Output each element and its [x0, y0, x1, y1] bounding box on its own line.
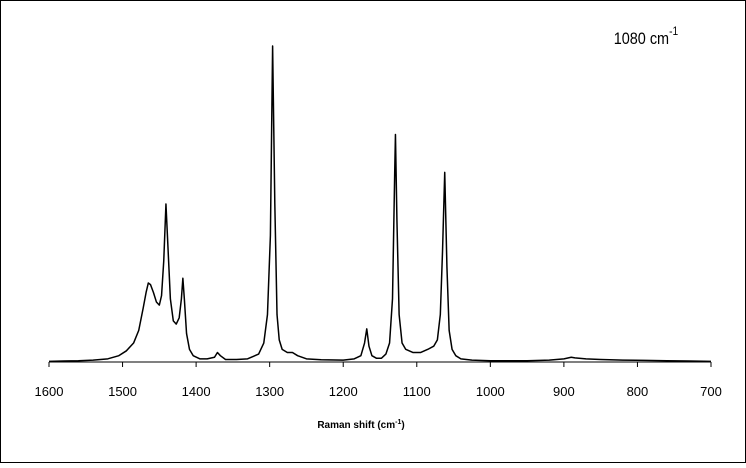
x-tick-label: 1300 — [255, 384, 284, 399]
x-tick-label: 1600 — [35, 384, 64, 399]
x-tick-label: 900 — [553, 384, 575, 399]
x-axis-label: Raman shift (cm-1) — [317, 419, 404, 431]
x-tick-label: 1200 — [329, 384, 358, 399]
x-tick-label: 700 — [700, 384, 722, 399]
x-tick-label: 800 — [627, 384, 649, 399]
x-tick-label: 1400 — [182, 384, 211, 399]
x-label-sup: -1 — [395, 419, 401, 426]
annotation-sup: -1 — [669, 25, 678, 38]
x-tick-label: 1000 — [476, 384, 505, 399]
annotation: 1080 cm-1 — [614, 25, 678, 48]
annotation-text: 1080 cm — [614, 30, 669, 48]
x-tick-label: 1100 — [403, 384, 431, 399]
spectrum-line — [48, 45, 712, 363]
x-label-text: Raman shift (cm — [317, 420, 395, 431]
x-tick-label: 1500 — [108, 384, 137, 399]
x-label-text: ) — [401, 420, 404, 431]
